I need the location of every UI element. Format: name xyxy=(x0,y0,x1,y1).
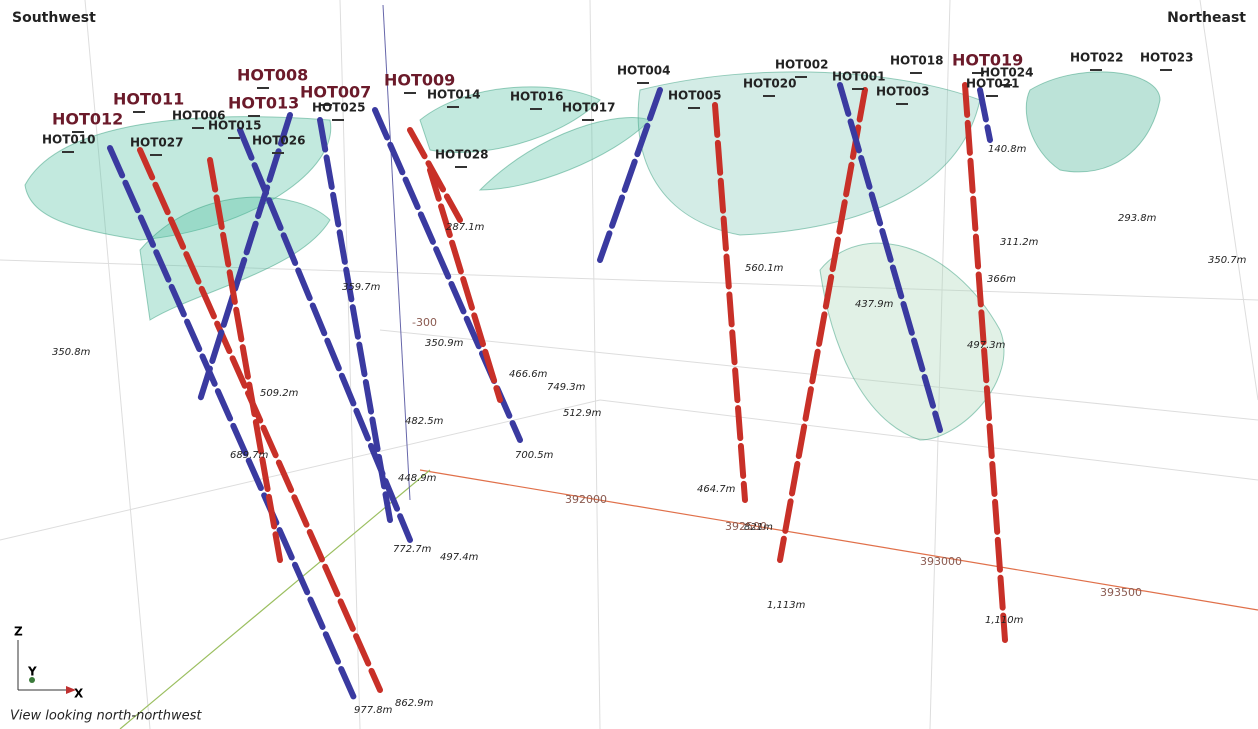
hole-label: HOT013 xyxy=(228,94,299,113)
depth-label: 140.8m xyxy=(988,144,1027,155)
hole-label: HOT028 xyxy=(435,148,488,162)
hole-label: HOT005 xyxy=(668,89,721,103)
labels: HOT012HOT011HOT010HOT006HOT027HOT015HOT0… xyxy=(42,51,1247,717)
drill-hole xyxy=(407,127,463,223)
depth-label: 350.7m xyxy=(1208,255,1247,266)
depth-label: 287.1m xyxy=(446,222,485,233)
axis-label: X xyxy=(74,687,84,701)
axis-label: Y xyxy=(27,665,37,679)
drill-hole xyxy=(207,157,283,563)
depth-label: 448.9m xyxy=(398,473,437,484)
drill-hole xyxy=(427,167,503,403)
drill-hole xyxy=(837,82,943,433)
depth-label: 359.7m xyxy=(342,282,381,293)
axis-label: Z xyxy=(14,625,23,639)
depth-label: 772.7m xyxy=(393,544,432,555)
hole-label: HOT025 xyxy=(312,101,365,115)
depth-label: 862.9m xyxy=(395,698,434,709)
depth-label: 497.3m xyxy=(967,340,1006,351)
northing-axis xyxy=(119,469,431,729)
grid-label: 392500 xyxy=(725,520,767,533)
hole-label: HOT021 xyxy=(966,77,1019,91)
hole-label: HOT018 xyxy=(890,54,943,68)
depth-label: 311.2m xyxy=(1000,237,1039,248)
corner-label: Southwest xyxy=(12,10,96,26)
grid-label: 393500 xyxy=(1100,586,1142,599)
depth-label: 350.8m xyxy=(52,347,91,358)
hole-label: HOT010 xyxy=(42,133,95,147)
drill-hole xyxy=(197,112,293,403)
hole-label: HOT019 xyxy=(952,51,1023,70)
grid-label: 392000 xyxy=(565,493,607,506)
drill-hole xyxy=(372,107,523,443)
depth-label: 977.8m xyxy=(354,705,393,716)
drill-hole xyxy=(597,87,663,263)
depth-label: 497.4m xyxy=(440,552,479,563)
drill-hole xyxy=(107,145,358,703)
depth-label: 749.3m xyxy=(547,382,586,393)
hole-label: HOT012 xyxy=(52,110,123,129)
hole-label: HOT020 xyxy=(743,77,796,91)
depth-label: 464.7m xyxy=(697,484,736,495)
hole-label: HOT003 xyxy=(876,85,929,99)
drill-hole xyxy=(317,117,393,523)
hole-label: HOT004 xyxy=(617,64,670,78)
hole-label: HOT007 xyxy=(300,83,371,102)
easting-axis xyxy=(419,469,1258,611)
hole-label: HOT002 xyxy=(775,58,828,72)
depth-label: 700.5m xyxy=(515,450,554,461)
drill-hole xyxy=(977,87,993,143)
drill-hole xyxy=(962,82,1008,643)
caption: View looking north-northwest xyxy=(10,709,202,724)
depth-label: 1,110m xyxy=(985,615,1024,626)
depth-label: 509.2m xyxy=(260,388,299,399)
hole-label: HOT001 xyxy=(832,70,885,84)
depth-label: 482.5m xyxy=(405,416,444,427)
hole-label: HOT006 xyxy=(172,109,225,123)
depth-label: 512.9m xyxy=(563,408,602,419)
hole-label: HOT023 xyxy=(1140,51,1193,65)
hole-label: HOT015 xyxy=(208,119,261,133)
axis-triad: Z Y X xyxy=(14,625,84,701)
depth-label: 466.6m xyxy=(509,369,548,380)
depth-label: 350.9m xyxy=(425,338,464,349)
hole-label: HOT011 xyxy=(113,90,184,109)
vertical-axis xyxy=(382,4,411,501)
hole-label: HOT017 xyxy=(562,101,615,115)
drill-hole xyxy=(712,102,748,503)
grid-label: 393000 xyxy=(920,555,962,568)
hole-label: HOT026 xyxy=(252,134,305,148)
hole-label: HOT014 xyxy=(427,88,480,102)
depth-label: 293.8m xyxy=(1118,213,1157,224)
drill-hole xyxy=(777,87,868,563)
corner-label: Northeast xyxy=(1167,10,1246,26)
depth-label: 689.7m xyxy=(230,450,269,461)
depth-label: 437.9m xyxy=(855,299,894,310)
depth-label: 821m xyxy=(744,522,773,533)
hole-label: HOT016 xyxy=(510,90,563,104)
hole-label: HOT008 xyxy=(237,66,308,85)
depth-label: 1,113m xyxy=(767,600,806,611)
hole-label: HOT027 xyxy=(130,136,183,150)
drill-hole xyxy=(137,147,383,693)
depth-label: 366m xyxy=(987,274,1016,285)
hole-label: HOT024 xyxy=(980,66,1033,80)
grid-label: -300 xyxy=(412,316,437,329)
hole-label: HOT009 xyxy=(384,71,455,90)
depth-label: 560.1m xyxy=(745,263,784,274)
hole-label: HOT022 xyxy=(1070,51,1123,65)
drill-traces xyxy=(62,69,1172,703)
